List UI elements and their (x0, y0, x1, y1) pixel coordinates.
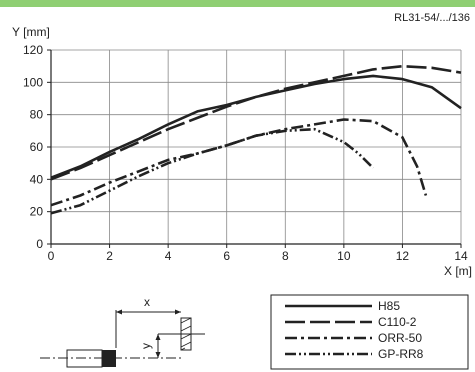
y-arrow-top (155, 334, 161, 340)
x-tick-label: 8 (282, 249, 289, 263)
x-tick-label: 12 (396, 249, 410, 263)
x-tick-label: 10 (337, 249, 351, 263)
y-tick-label: 40 (30, 172, 44, 186)
axes: 0 2 4 6 8 10 12 14 0 20 40 60 80 100 120 (23, 43, 468, 263)
setup-diagram: x y (40, 295, 205, 368)
x-axis-label: X [m] (444, 264, 472, 278)
legend-label: ORR-50 (378, 331, 422, 345)
legend-box (270, 294, 469, 370)
y-dimension-label: y (139, 343, 153, 349)
y-tick-label: 60 (30, 140, 44, 154)
x-tick-label: 4 (165, 249, 172, 263)
legend-label: GP-RR8 (378, 347, 424, 361)
y-axis-label: Y [mm] (12, 25, 50, 39)
x-arrow-right (175, 309, 181, 315)
series-line-orr-50 (50, 118, 428, 207)
x-tick-label: 14 (454, 249, 468, 263)
series-line-gp-rr8 (50, 127, 375, 215)
series-layer (50, 64, 462, 215)
y-tick-label: 100 (23, 75, 43, 89)
y-arrow-bottom (155, 352, 161, 358)
legend-label: C110-2 (378, 315, 417, 329)
x-tick-label: 6 (223, 249, 230, 263)
y-tick-label: 0 (36, 237, 43, 251)
header-accent-bar (0, 0, 475, 7)
y-tick-label: 80 (30, 108, 44, 122)
x-arrow-left (116, 309, 122, 315)
legend: H85 C110-2 ORR-50 GP-RR8 (270, 294, 469, 370)
legend-label: H85 (378, 299, 400, 313)
x-tick-label: 2 (106, 249, 113, 263)
x-tick-label: 0 (48, 249, 55, 263)
figure-id: RL31-54/.../136 (394, 12, 470, 24)
y-tick-label: 20 (30, 205, 44, 219)
series-line-h85 (50, 74, 462, 179)
reflector-hatching (180, 317, 192, 351)
series-line-c110-2 (50, 64, 462, 181)
x-dimension-label: x (144, 295, 150, 309)
y-tick-label: 120 (23, 43, 43, 57)
